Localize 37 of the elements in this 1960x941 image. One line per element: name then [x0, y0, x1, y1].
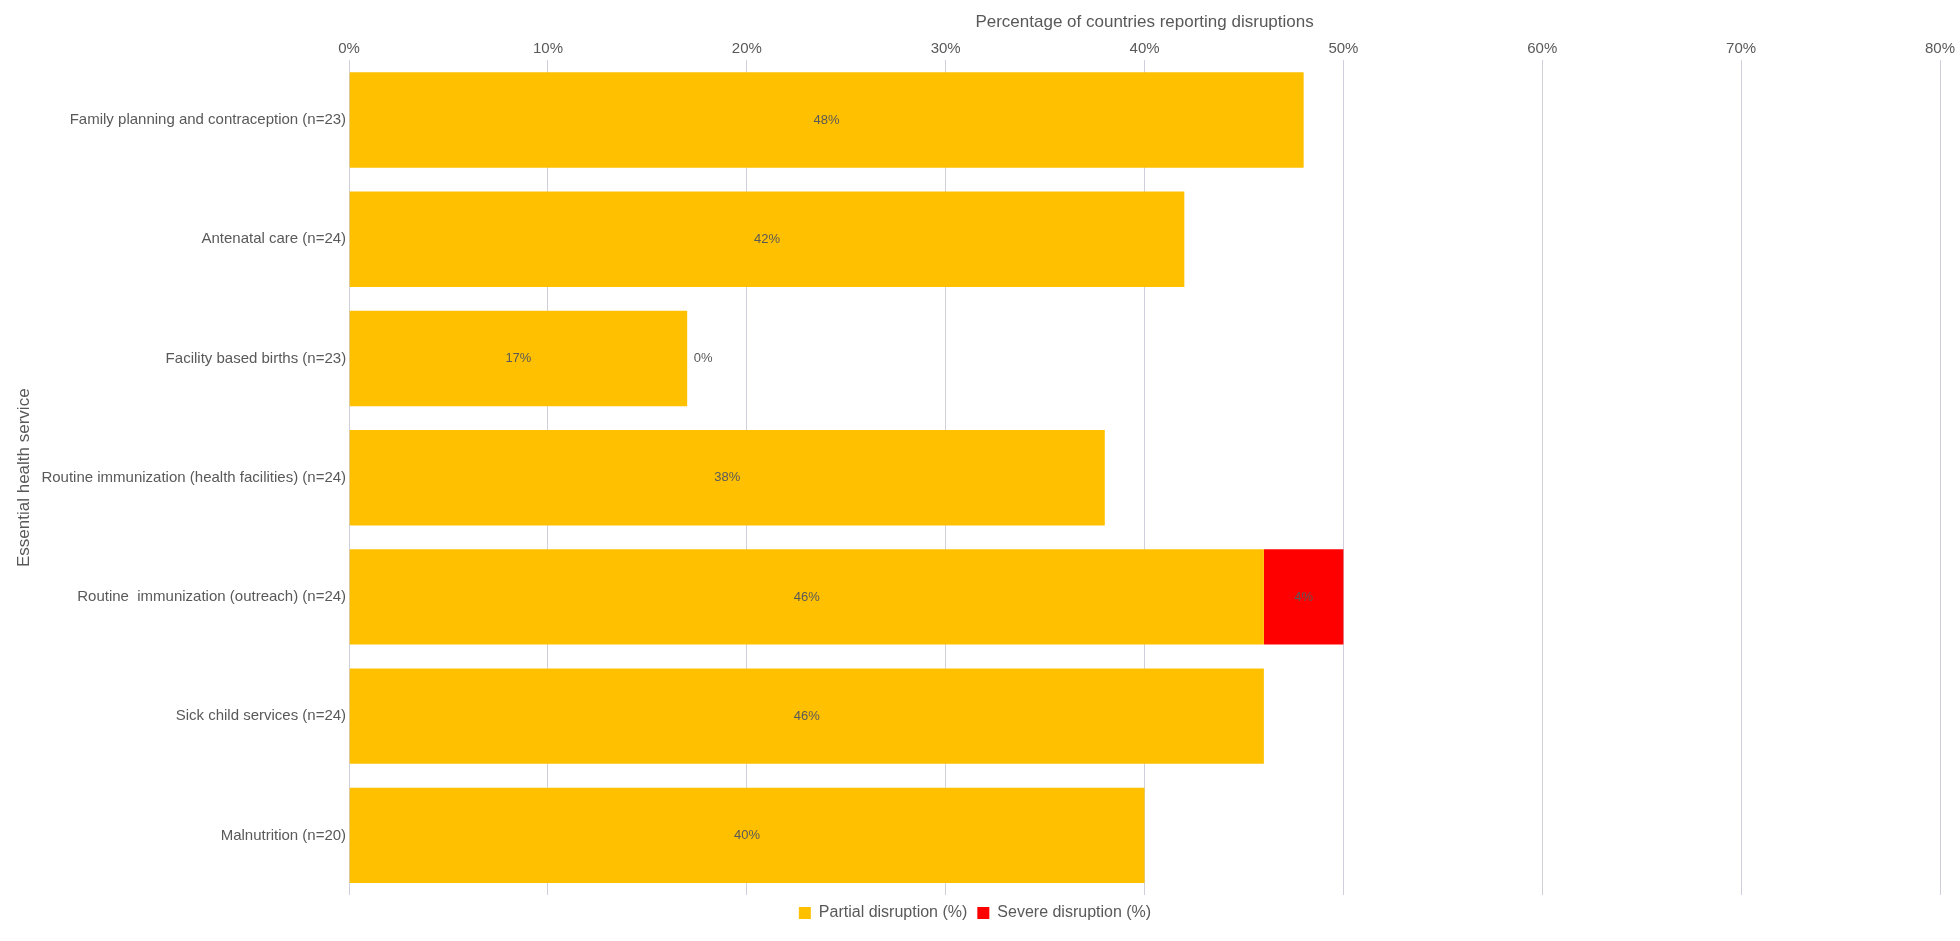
data-label: 46% [793, 588, 821, 604]
y-tick-label: Antenatal care (n=24) [201, 229, 347, 247]
x-tick-label: 30% [930, 38, 961, 56]
data-label: 46% [793, 707, 821, 723]
y-axis-title: Essential health service [13, 388, 33, 567]
y-tick-label: Malnutrition (n=20) [220, 825, 347, 843]
data-label: 0% [693, 350, 714, 366]
bar [349, 191, 1185, 287]
x-tick-label: 40% [1129, 38, 1160, 56]
bar [349, 430, 1105, 526]
data-label: 38% [714, 469, 741, 485]
bar [349, 668, 1264, 764]
bar [349, 549, 1264, 645]
y-tick-label: Routine immunization (health facilities) (n=24) [41, 467, 347, 485]
legend-label: Severe disruption (%) [997, 903, 1152, 921]
x-tick-label: 70% [1726, 38, 1757, 56]
data-label: 40% [734, 826, 761, 842]
x-tick-label: 80% [1924, 38, 1956, 56]
y-tick-label: Sick child services (n=24) [175, 706, 347, 724]
data-label: 48% [813, 111, 841, 127]
x-tick-label: 50% [1328, 38, 1359, 56]
data-label: 4% [1294, 588, 1314, 604]
y-tick-label: Family planning and contraception (n=23) [69, 110, 347, 128]
data-label: 17% [505, 350, 532, 366]
x-tick-label: 20% [731, 38, 762, 56]
y-tick-label: Routine immunization (outreach) (n=24) [77, 587, 347, 605]
x-tick-label: 0% [338, 38, 360, 56]
bar [349, 310, 688, 407]
x-tick-label: 10% [532, 38, 563, 56]
x-tick-label: 60% [1527, 38, 1558, 56]
x-axis-title: Percentage of countries reporting disruptions [975, 11, 1314, 31]
bar [1263, 549, 1344, 645]
legend-label: Partial disruption (%) [818, 903, 968, 921]
bar [349, 72, 1304, 168]
bar [349, 787, 1145, 884]
y-tick-label: Facility based births (n=23) [165, 348, 347, 366]
data-label: 42% [753, 230, 781, 246]
